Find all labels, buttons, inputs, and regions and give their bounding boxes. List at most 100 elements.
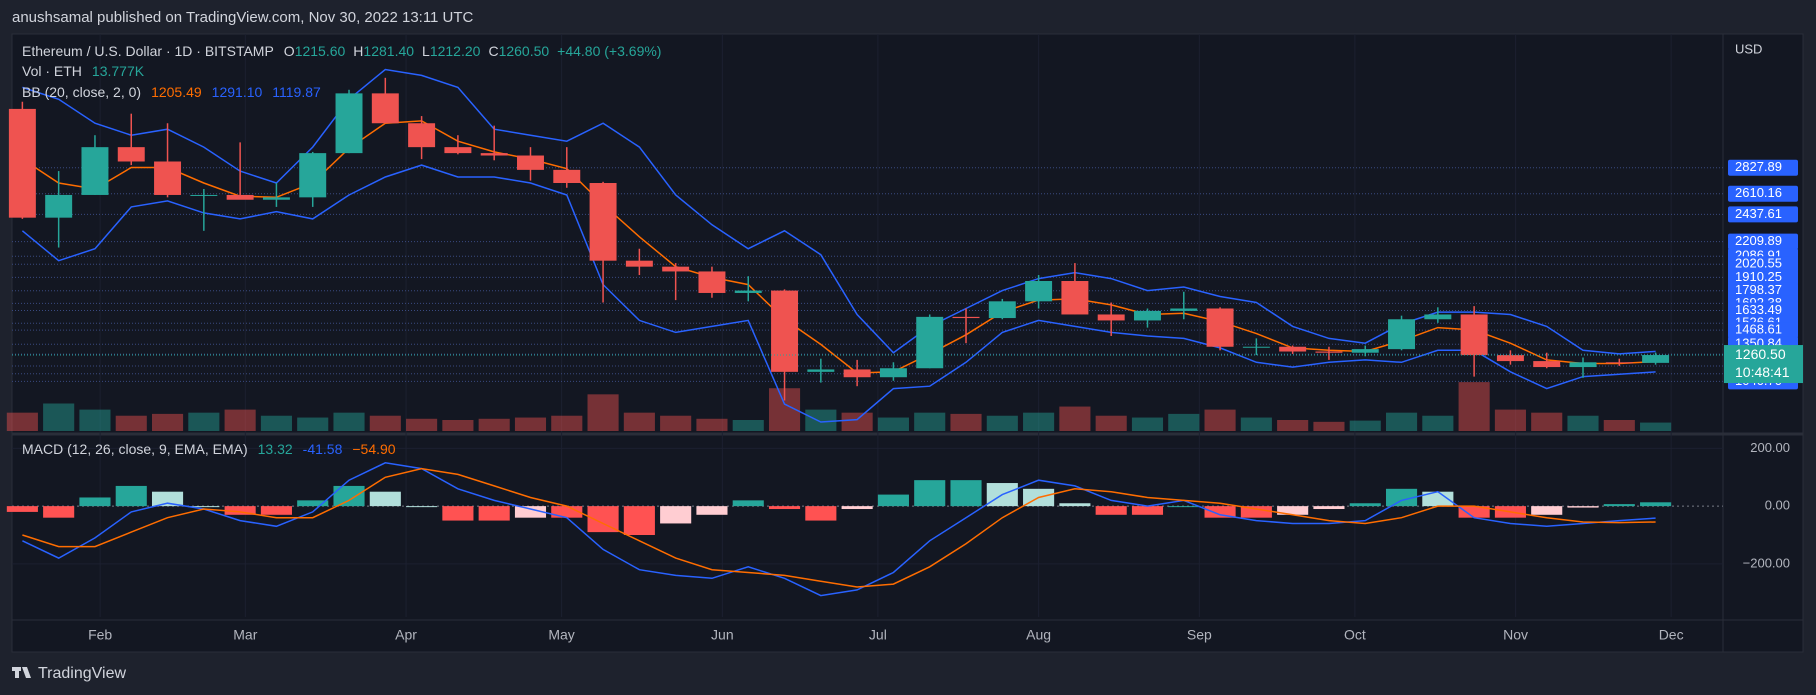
legend-key: C xyxy=(488,43,498,59)
legend-value: 13.32 xyxy=(258,441,293,457)
candle-body xyxy=(807,369,835,372)
macd-histogram-bar xyxy=(1095,506,1127,515)
y-tick-box xyxy=(1728,185,1798,202)
volume-bar xyxy=(841,412,873,431)
x-tick-label: Dec xyxy=(1659,627,1684,643)
legend-value: 1215.60 xyxy=(295,43,346,59)
candle-body xyxy=(1061,281,1089,315)
volume-bar xyxy=(1059,406,1091,431)
x-tick-label: Jun xyxy=(711,627,734,643)
volume-bar xyxy=(587,394,619,431)
volume-bar xyxy=(43,403,75,431)
legend-value: +44.80 (+3.69%) xyxy=(557,43,661,59)
volume-bar xyxy=(224,409,256,431)
bb-lower xyxy=(21,164,1656,423)
macd-histogram-bar xyxy=(1168,506,1200,508)
volume-bar xyxy=(115,415,147,431)
publisher-note: anushsamal published on TradingView.com,… xyxy=(12,9,474,26)
y-tick-label: 1798.37 xyxy=(1735,282,1782,297)
volume-bar xyxy=(6,412,38,431)
candle-body xyxy=(1569,362,1597,368)
macd-histogram-bar xyxy=(151,491,184,507)
y-tick-box xyxy=(1728,256,1798,273)
candle-body xyxy=(1242,346,1270,348)
macd-histogram-bar xyxy=(224,506,256,515)
y-tick-box xyxy=(1728,302,1798,319)
candle-body xyxy=(444,147,472,154)
candle-body xyxy=(1351,349,1379,353)
candle-body xyxy=(553,169,581,184)
x-tick-label: Oct xyxy=(1344,627,1366,643)
y-tick-label: 1633.49 xyxy=(1735,302,1782,317)
candle-body xyxy=(335,93,363,154)
macd-histogram-bar xyxy=(333,485,365,507)
y-tick-label: 2209.89 xyxy=(1735,233,1782,248)
footer-brand: TradingView xyxy=(38,665,126,682)
volume-bar xyxy=(478,418,510,431)
macd-histogram-bar xyxy=(1422,491,1454,507)
candle-body xyxy=(517,155,544,170)
candle-body xyxy=(879,368,907,378)
macd-histogram-bar xyxy=(732,500,764,507)
candle-body xyxy=(1025,281,1053,302)
volume-bar xyxy=(1640,422,1672,431)
volume-bar xyxy=(986,415,1018,431)
macd-histogram-bar xyxy=(43,506,75,518)
macd-histogram-bar xyxy=(6,506,38,512)
y-tick-box xyxy=(1728,322,1798,339)
candle-body xyxy=(1206,308,1234,347)
x-tick-label: Aug xyxy=(1026,627,1051,643)
candle-body xyxy=(1533,361,1561,368)
candle-body xyxy=(1315,351,1343,353)
macd-histogram-bar xyxy=(660,506,692,524)
legend-value: 1291.10 xyxy=(212,84,263,100)
volume-bar xyxy=(1095,415,1127,431)
candle-body xyxy=(226,194,254,200)
candle-body xyxy=(843,369,871,378)
volume-bar xyxy=(1567,415,1599,431)
candle-body xyxy=(1496,355,1524,362)
x-tick-label: Feb xyxy=(88,627,112,643)
macd-histogram-bar xyxy=(188,506,220,508)
macd-histogram-bar xyxy=(442,506,474,521)
legend-name: MACD (12, 26, close, 9, EMA, EMA) xyxy=(22,441,248,457)
candle-body xyxy=(1460,314,1488,356)
bb-upper xyxy=(22,68,1656,355)
y-tick-label: 2610.16 xyxy=(1735,185,1782,200)
volume-bar xyxy=(1531,412,1563,431)
last-price-label: 1260.50 xyxy=(1735,346,1786,362)
y-tick-label: 2437.61 xyxy=(1735,206,1782,221)
candle-body xyxy=(952,316,980,319)
y-tick-box xyxy=(1728,159,1798,176)
macd-histogram-bar xyxy=(623,506,655,536)
macd-histogram-bar xyxy=(1603,504,1635,507)
candle-body xyxy=(371,93,399,124)
volume-bar xyxy=(1168,413,1200,431)
macd-histogram-bar xyxy=(805,506,837,521)
candle-body xyxy=(734,290,762,293)
volume-bar xyxy=(406,418,438,431)
legend-value: 13.777K xyxy=(92,63,145,79)
candle-body xyxy=(408,123,436,148)
candle-body xyxy=(771,290,799,372)
candle-body xyxy=(8,108,36,218)
macd-histogram-bar xyxy=(260,506,292,515)
x-tick-label: Jul xyxy=(869,627,887,643)
volume-bar xyxy=(151,413,184,431)
candle-body xyxy=(1642,355,1670,363)
macd-histogram-bar xyxy=(478,506,510,521)
volume-bar xyxy=(514,417,547,431)
volume-bar xyxy=(1240,417,1272,431)
macd-histogram-bar xyxy=(696,506,728,515)
bb-basis xyxy=(21,120,1656,374)
y-tick-box xyxy=(1728,206,1798,223)
candle-body xyxy=(625,260,653,267)
candle-body xyxy=(1605,362,1633,364)
volume-bar xyxy=(805,409,837,431)
macd-histogram-bar xyxy=(369,491,401,507)
volume-bar xyxy=(1313,421,1345,431)
candle-body xyxy=(1279,346,1307,352)
volume-bar xyxy=(696,418,728,431)
macd-histogram-bar xyxy=(841,506,873,510)
